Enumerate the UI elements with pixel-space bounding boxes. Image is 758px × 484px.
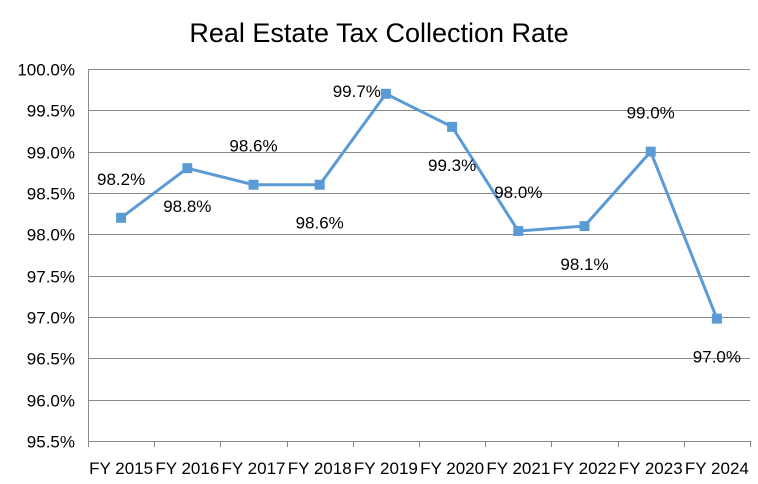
data-point-marker xyxy=(579,221,590,232)
data-point-marker xyxy=(182,163,193,174)
data-point-marker xyxy=(248,179,259,190)
x-axis: FY 2015 FY 2016 FY 2017 FY 2018 FY 2019 FY 20… xyxy=(88,441,751,478)
data-point-marker xyxy=(380,88,391,99)
y-tick-label: 99.0% xyxy=(27,144,75,163)
y-tick-label: 96.5% xyxy=(27,350,75,369)
x-tick-label: FY 2023 xyxy=(619,459,683,478)
x-tick-label: FY 2022 xyxy=(553,459,617,478)
data-point-marker xyxy=(447,121,458,132)
y-tick-label: 100.0% xyxy=(17,61,75,80)
chart-title: Real Estate Tax Collection Rate xyxy=(189,18,568,48)
x-tick-label: FY 2020 xyxy=(420,459,484,478)
series-line xyxy=(120,92,719,320)
series-collection-rate xyxy=(116,88,722,324)
data-point-marker xyxy=(645,146,656,157)
y-tick-label: 99.5% xyxy=(27,102,75,121)
data-label: 98.6% xyxy=(229,137,277,156)
x-tick-label: FY 2016 xyxy=(155,459,219,478)
y-tick-label: 97.5% xyxy=(27,268,75,287)
data-point-marker xyxy=(116,212,127,223)
y-tick-label: 98.5% xyxy=(27,185,75,204)
data-point-marker xyxy=(711,313,722,324)
x-tick-label: FY 2019 xyxy=(354,459,418,478)
x-tick-label: FY 2018 xyxy=(288,459,352,478)
data-label: 99.7% xyxy=(333,82,381,101)
data-label: 99.3% xyxy=(428,156,476,175)
data-point-marker xyxy=(513,226,524,237)
y-tick-label: 97.0% xyxy=(27,309,75,328)
y-tick-label: 98.0% xyxy=(27,226,75,245)
data-point-marker xyxy=(314,179,325,190)
data-label: 98.2% xyxy=(97,170,145,189)
data-label: 98.8% xyxy=(163,197,211,216)
data-label: 98.0% xyxy=(494,183,542,202)
data-labels: 98.2% 98.8% 98.6% 98.6% 99.7% 99.3% 98.0% 98.1%… xyxy=(97,82,741,367)
x-tick-label: FY 2024 xyxy=(685,459,749,478)
gridlines xyxy=(88,69,750,442)
data-label: 98.1% xyxy=(560,255,608,274)
y-tick-label: 95.5% xyxy=(27,433,75,452)
x-tick-label: FY 2021 xyxy=(486,459,550,478)
x-tick-label: FY 2015 xyxy=(89,459,153,478)
data-label: 98.6% xyxy=(296,214,344,233)
y-axis: 100.0% 99.5% 99.0% 98.5% 98.0% 97.5% 97.0% 96.5… xyxy=(17,61,89,452)
data-label: 99.0% xyxy=(627,104,675,123)
x-tick-label: FY 2017 xyxy=(222,459,286,478)
y-tick-label: 96.0% xyxy=(27,392,75,411)
data-label: 97.0% xyxy=(693,348,741,367)
